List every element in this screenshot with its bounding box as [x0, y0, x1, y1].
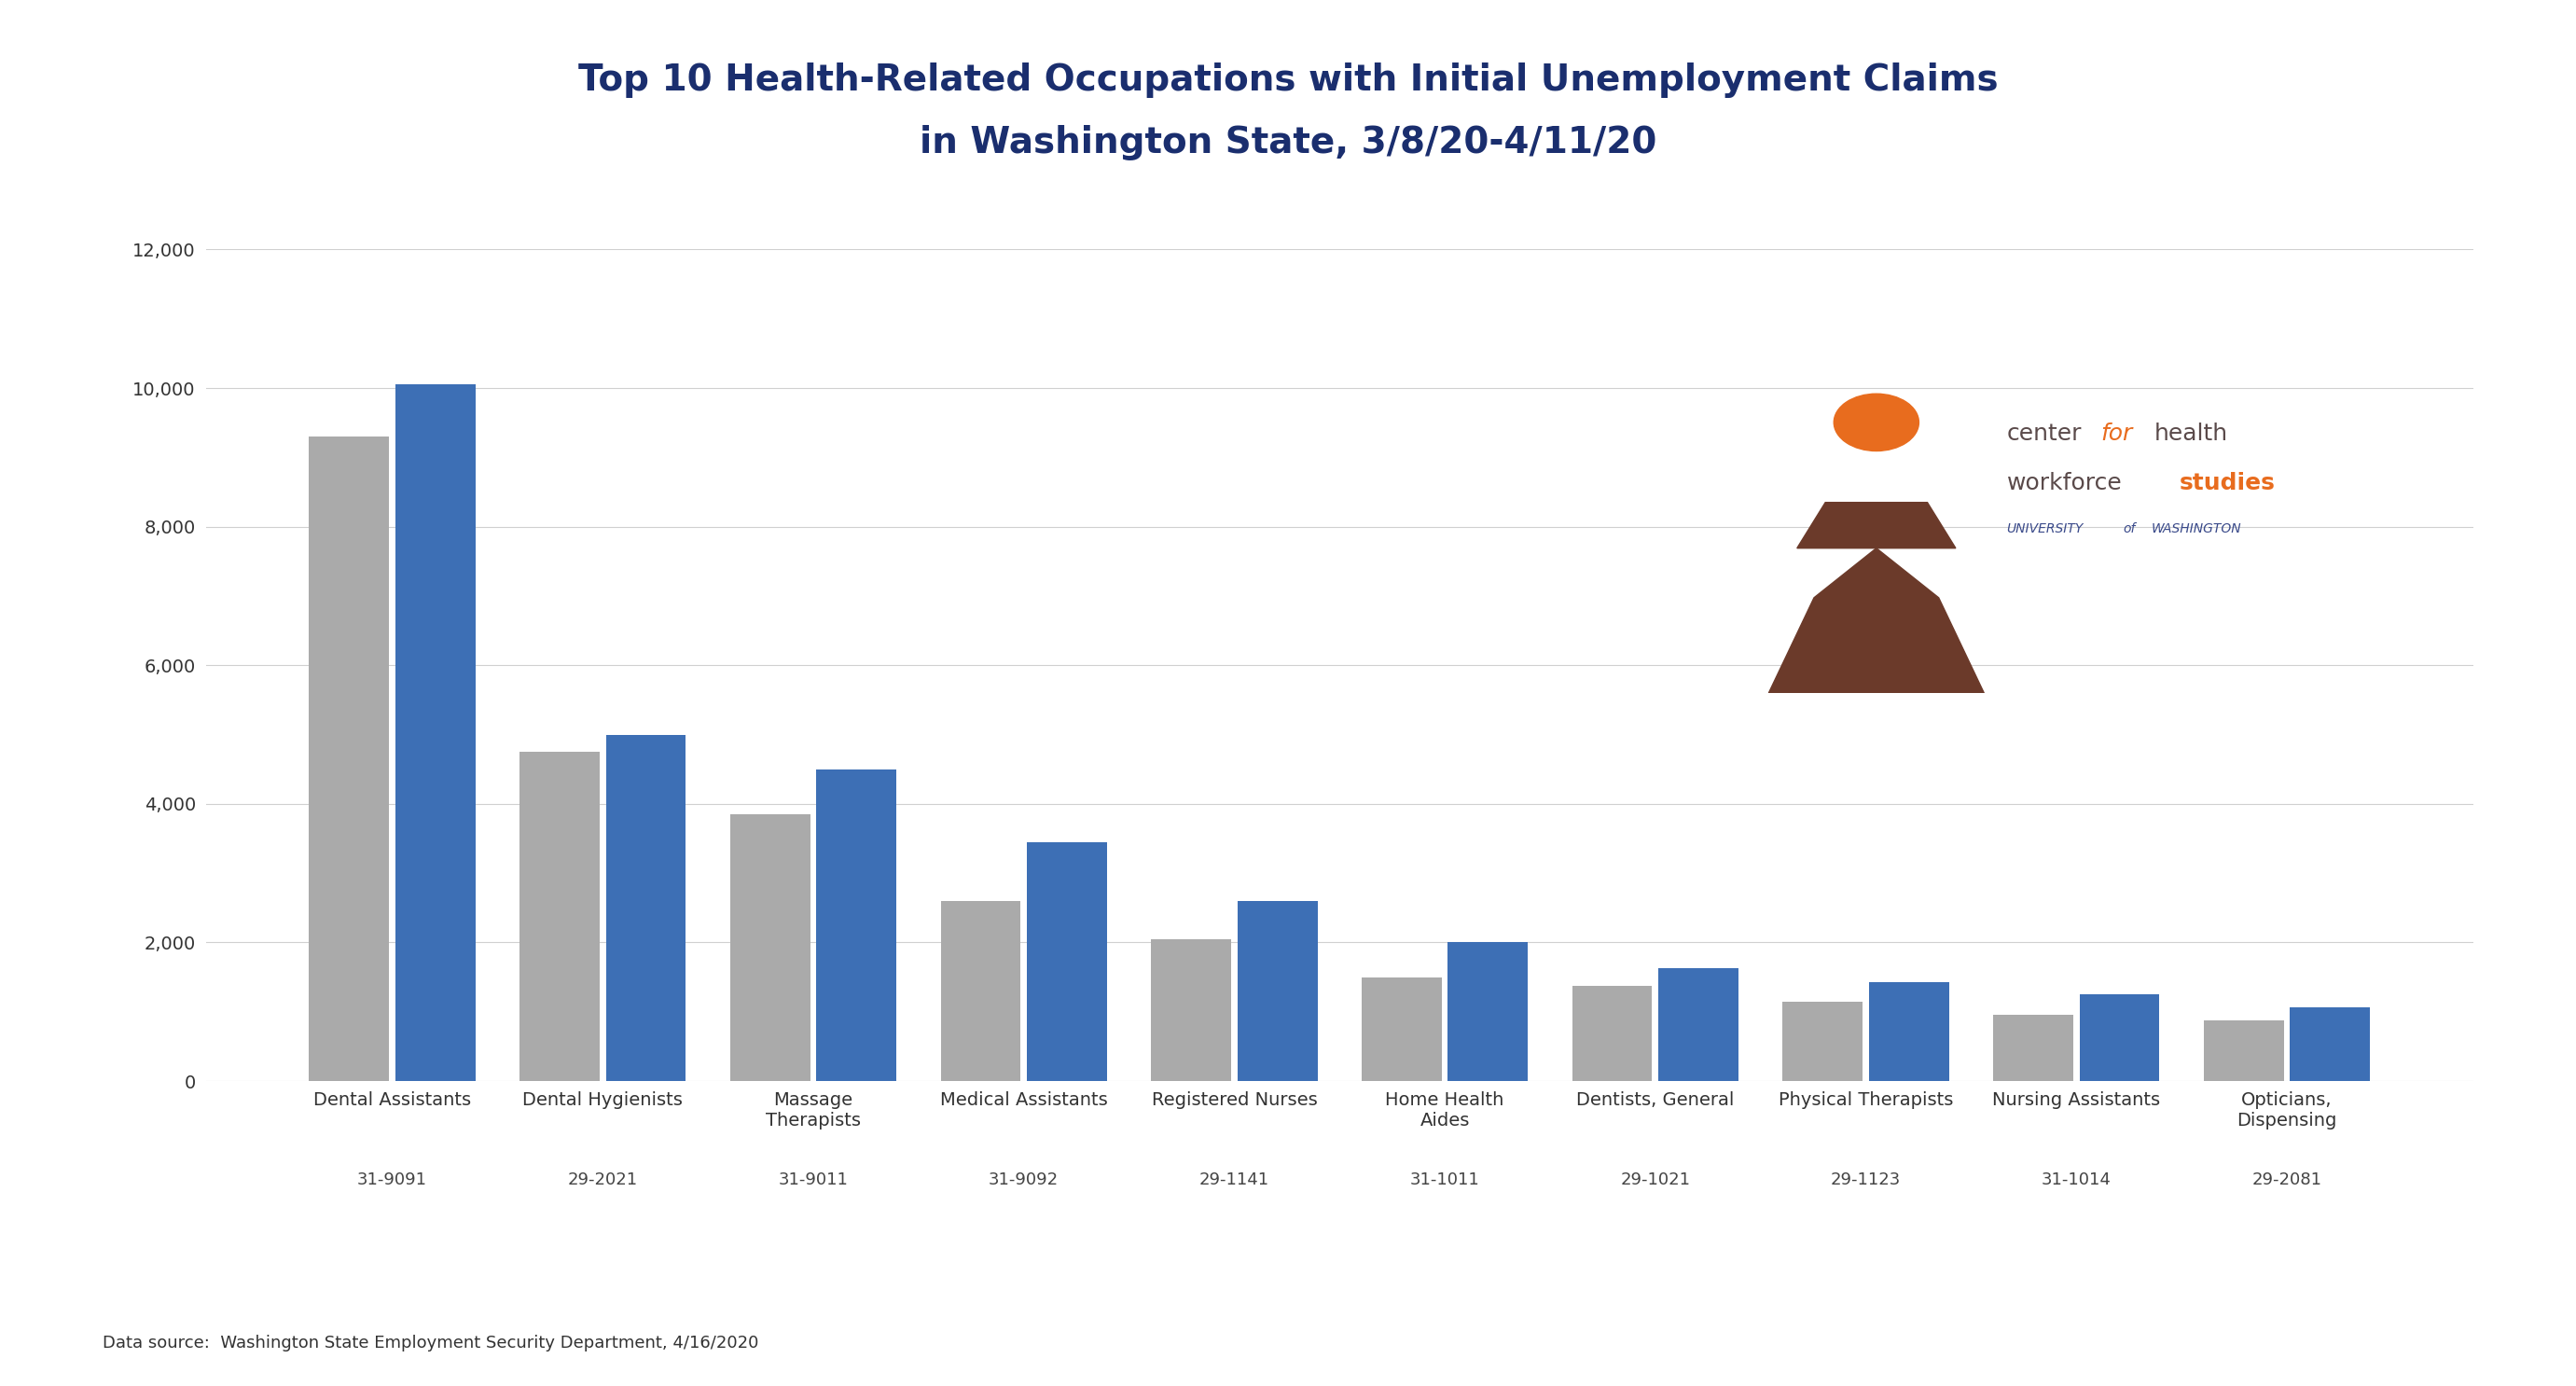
Bar — [1994, 1015, 2074, 1081]
Text: 31-9092: 31-9092 — [989, 1171, 1059, 1188]
Bar — [729, 815, 809, 1081]
Bar — [1028, 841, 1108, 1081]
Bar — [1236, 901, 1316, 1081]
Text: WASHINGTON: WASHINGTON — [2151, 523, 2241, 535]
Bar — [2079, 995, 2159, 1081]
Text: Data source:  Washington State Employment Security Department, 4/16/2020: Data source: Washington State Employment… — [103, 1335, 760, 1351]
Text: 29-2081: 29-2081 — [2251, 1171, 2321, 1188]
Text: for: for — [2099, 423, 2133, 445]
Bar — [397, 384, 477, 1081]
Bar — [1448, 942, 1528, 1081]
Text: UNIVERSITY: UNIVERSITY — [2007, 523, 2084, 535]
Bar — [940, 901, 1020, 1081]
Bar — [1783, 1001, 1862, 1081]
Text: 29-1021: 29-1021 — [1620, 1171, 1690, 1188]
Text: 29-1141: 29-1141 — [1200, 1171, 1270, 1188]
Bar — [1571, 985, 1651, 1081]
Bar — [520, 751, 600, 1081]
Text: health: health — [2154, 423, 2228, 445]
Text: 31-9011: 31-9011 — [778, 1171, 848, 1188]
Bar — [1870, 981, 1950, 1081]
Polygon shape — [1798, 502, 1955, 547]
Text: 31-1011: 31-1011 — [1409, 1171, 1479, 1188]
Bar — [1363, 977, 1443, 1081]
Text: in Washington State, 3/8/20-4/11/20: in Washington State, 3/8/20-4/11/20 — [920, 125, 1656, 161]
Bar — [1151, 940, 1231, 1081]
Text: 31-1014: 31-1014 — [2040, 1171, 2112, 1188]
Circle shape — [1834, 394, 1919, 450]
Text: 29-2021: 29-2021 — [567, 1171, 639, 1188]
Text: Top 10 Health-Related Occupations with Initial Unemployment Claims: Top 10 Health-Related Occupations with I… — [577, 62, 1999, 98]
Text: workforce: workforce — [2007, 473, 2123, 495]
Bar — [2202, 1020, 2282, 1081]
Text: 31-9091: 31-9091 — [358, 1171, 428, 1188]
Bar — [605, 735, 685, 1081]
Text: 29-1123: 29-1123 — [1832, 1171, 1901, 1188]
Bar — [1659, 967, 1739, 1081]
Bar — [817, 769, 896, 1081]
Bar — [2290, 1008, 2370, 1081]
Polygon shape — [1770, 547, 1984, 693]
Text: of: of — [2123, 523, 2136, 535]
Bar — [309, 437, 389, 1081]
Text: studies: studies — [2179, 473, 2275, 495]
Text: center: center — [2007, 423, 2081, 445]
